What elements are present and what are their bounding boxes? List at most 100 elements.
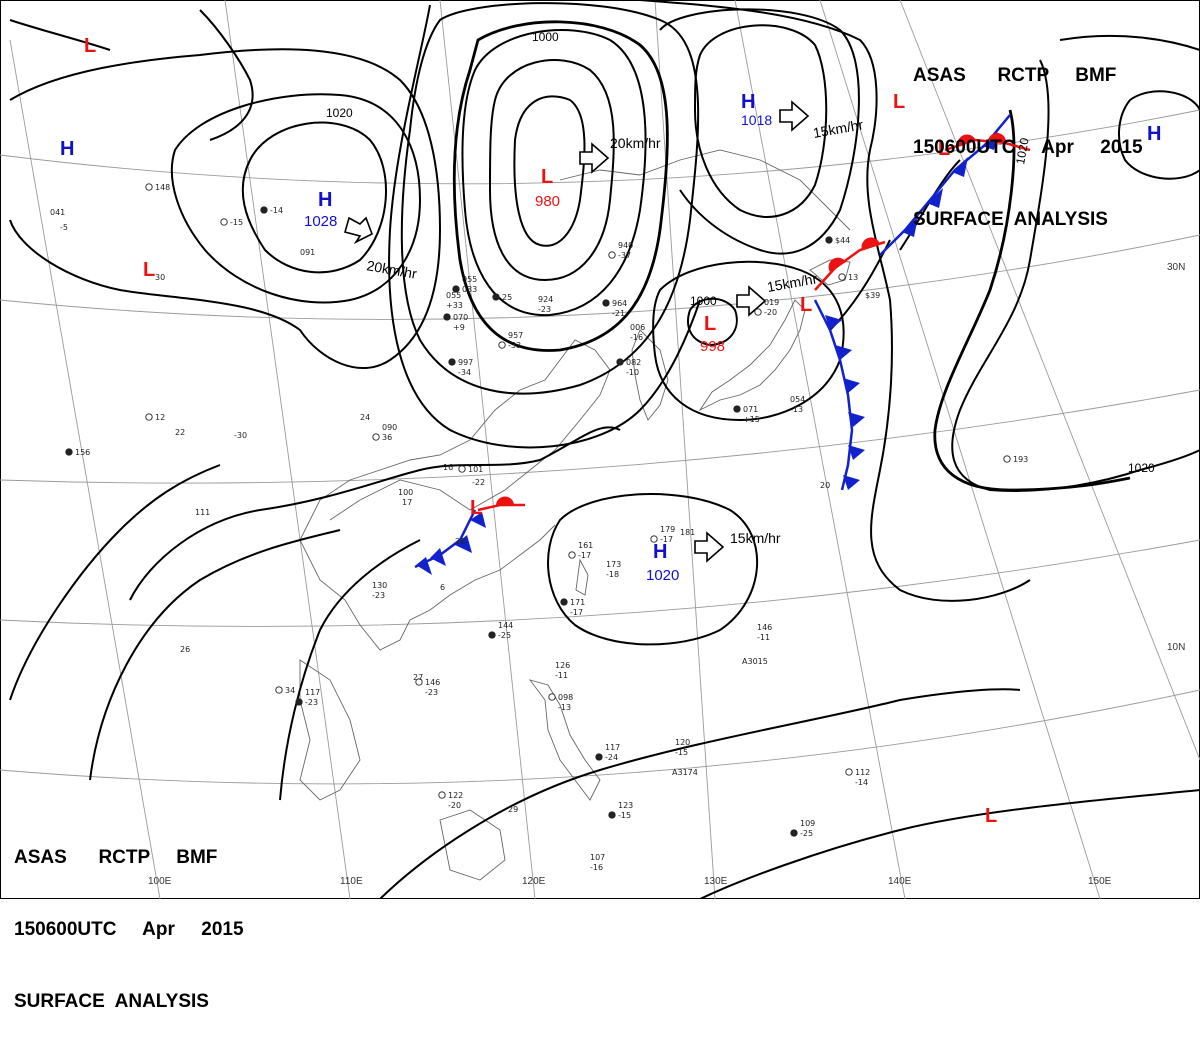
coastline-hokkaido xyxy=(809,259,851,286)
coastline-indochina xyxy=(299,659,361,801)
longitude-label: 110E xyxy=(340,876,363,887)
movement-speed-label: 15km/hr xyxy=(730,530,781,546)
station-value: 27 xyxy=(413,673,423,682)
station-value: 34 xyxy=(285,686,295,695)
low-pressure-symbol: L xyxy=(800,294,812,316)
station-value: -24 xyxy=(605,753,618,762)
low-pressure-symbol: L xyxy=(985,805,997,827)
high-pressure-symbol: H xyxy=(1147,123,1161,145)
station-value: 193 xyxy=(1013,455,1028,464)
station-value: 173 xyxy=(606,560,621,569)
high-pressure-value: 1018 xyxy=(741,112,772,128)
isobar xyxy=(1059,34,1200,51)
low-pressure-symbol: L xyxy=(938,138,950,160)
station-value: A3015 xyxy=(742,657,768,666)
station-value: 033 xyxy=(462,285,477,294)
station-value: -20 xyxy=(764,308,777,317)
station-value: -25 xyxy=(498,631,511,640)
station-value: -34 xyxy=(458,368,471,377)
station-value: -25 xyxy=(800,829,813,838)
station-circle xyxy=(145,413,153,421)
station-value: -33 xyxy=(508,341,521,350)
warm-front-semicircles xyxy=(495,132,1007,506)
station-value: 156 xyxy=(75,448,90,457)
station-value: A3174 xyxy=(672,768,698,777)
isobar xyxy=(652,260,845,422)
station-value: -37 xyxy=(618,251,631,260)
isobar xyxy=(9,19,111,51)
longitude-label: 140E xyxy=(888,876,912,887)
station-value: 161 xyxy=(578,541,593,550)
high-pressure-symbol: H xyxy=(60,138,74,160)
station-circle xyxy=(448,358,456,366)
latitude-line xyxy=(0,689,1200,785)
station-circle xyxy=(458,465,466,473)
low-pressure-symbol: L xyxy=(704,313,716,335)
movement-speed-label: 20km/hr xyxy=(610,135,661,151)
header-title-line: SURFACE ANALYSIS xyxy=(913,209,1108,230)
isobar-label: 1020 xyxy=(1128,461,1155,475)
latitude-line xyxy=(0,109,1200,185)
station-value: 171 xyxy=(570,598,585,607)
isobar xyxy=(379,688,1021,899)
pressure-centers: L H L H 1028 L 980 H 1018 L H L L 998 L … xyxy=(60,35,1161,827)
station-circle xyxy=(492,293,500,301)
isobar xyxy=(659,8,860,255)
station-value: 25 xyxy=(502,293,512,302)
station-value: -23 xyxy=(305,698,318,707)
isobar-label: 1000 xyxy=(690,294,717,308)
station-circle xyxy=(650,535,658,543)
station-value: -20 xyxy=(448,801,461,810)
weather-map: L H L H 1028 L 980 H 1018 L H L L 998 L … xyxy=(0,0,1200,899)
station-value: 12 xyxy=(155,413,165,422)
station-circle xyxy=(568,551,576,559)
station-value: -13 xyxy=(790,405,803,414)
station-value: 964 xyxy=(612,299,627,308)
station-value: 20 xyxy=(820,481,830,490)
station-circle xyxy=(452,285,460,293)
longitude-label: 120E xyxy=(522,876,546,887)
isobar-label: 1020 xyxy=(326,106,353,120)
isobar xyxy=(199,9,254,141)
isobar xyxy=(388,4,701,449)
station-circle xyxy=(845,768,853,776)
station-value: 144 xyxy=(498,621,513,630)
isobar xyxy=(1118,90,1200,180)
station-value: 130 xyxy=(372,581,387,590)
high-pressure-symbol: H xyxy=(318,189,332,211)
station-circle xyxy=(488,631,496,639)
low-pressure-symbol: L xyxy=(143,259,155,281)
station-value: $44 xyxy=(835,236,850,245)
isobar xyxy=(89,529,341,781)
station-circle xyxy=(560,598,568,606)
station-value: 148 xyxy=(155,183,170,192)
isobar xyxy=(461,29,647,317)
longitude-line xyxy=(819,0,1101,899)
fronts xyxy=(414,114,1031,575)
station-value: 107 xyxy=(590,853,605,862)
station-value: 16 xyxy=(443,463,453,472)
station-value: -11 xyxy=(757,633,770,642)
longitude-label: 100E xyxy=(148,876,172,887)
longitude-label: 130E xyxy=(704,876,728,887)
station-value: 111 xyxy=(195,508,210,517)
station-value: 082 xyxy=(626,358,641,367)
station-value: 179 xyxy=(660,525,675,534)
station-circle xyxy=(220,218,228,226)
isobar xyxy=(699,789,1200,899)
station-value: 112 xyxy=(855,768,870,777)
isobar xyxy=(9,48,442,370)
longitude-line xyxy=(899,0,1200,761)
motion-arrow xyxy=(344,216,374,245)
coastline-japan xyxy=(698,299,806,412)
station-circle xyxy=(415,678,423,686)
station-value: 13 xyxy=(848,273,858,282)
station-value: 28 xyxy=(455,537,465,546)
coastline-borneo xyxy=(439,809,506,881)
isobar-label: 1000 xyxy=(532,30,559,44)
station-value: 122 xyxy=(448,791,463,800)
high-pressure-symbol: H xyxy=(741,91,755,113)
station-value: 006 xyxy=(630,323,645,332)
high-pressure-value: 1028 xyxy=(304,213,337,230)
station-value: -17 xyxy=(570,608,583,617)
